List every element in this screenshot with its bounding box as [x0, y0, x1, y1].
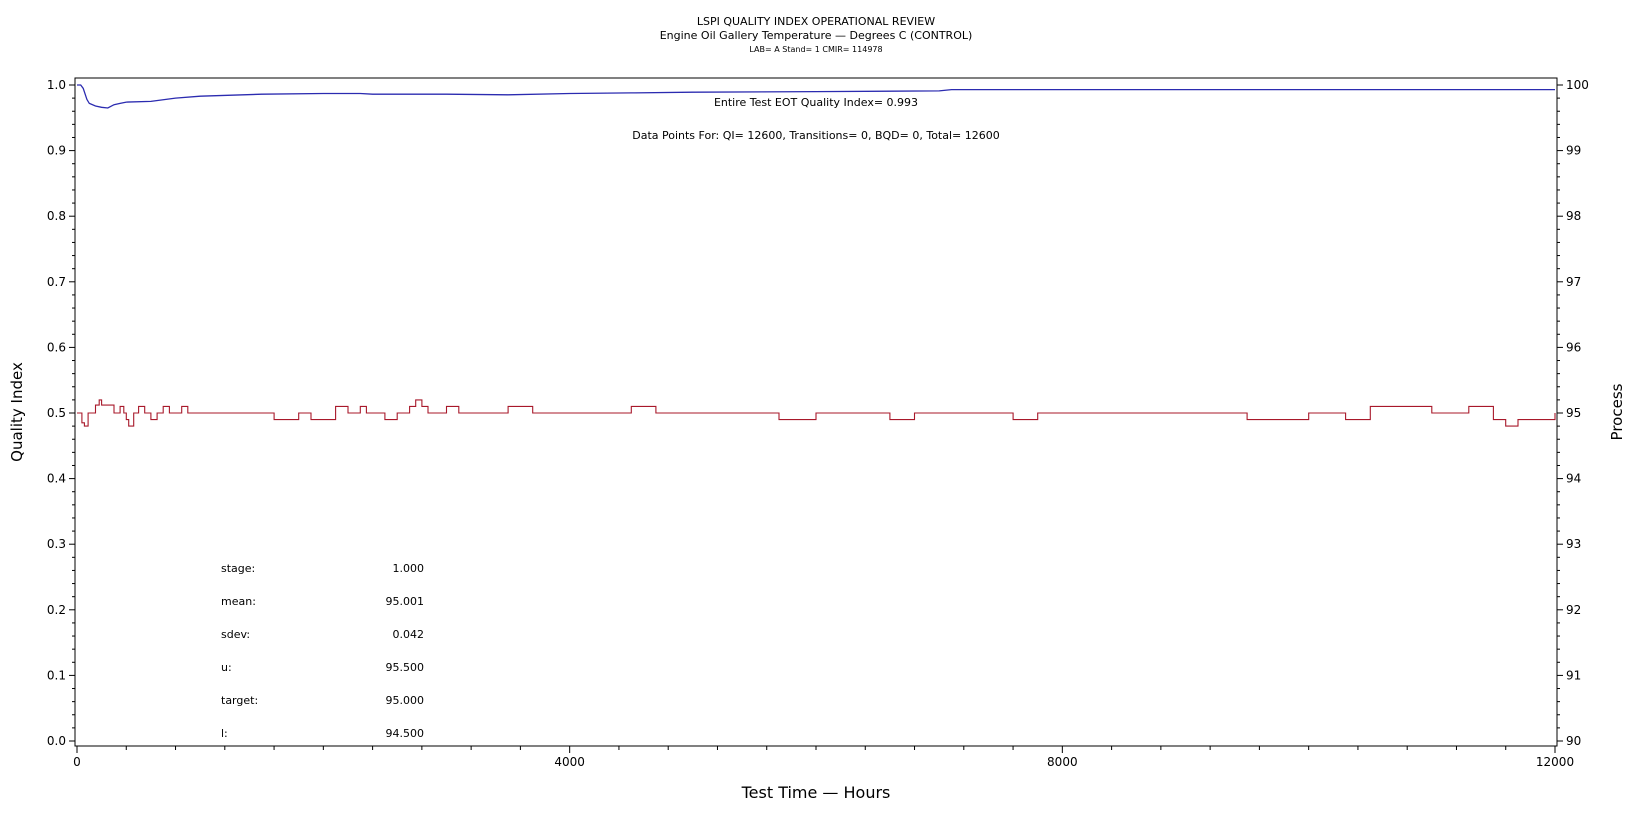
stats-panel: stage: 1.000 mean: 95.001 sdev: 0.042 u:… — [221, 562, 424, 740]
y2-tick-label: 92 — [1566, 603, 1581, 617]
stat-value: 95.001 — [386, 595, 425, 608]
y2-tick-label: 95 — [1566, 406, 1581, 420]
stat-label: l: — [221, 727, 228, 740]
chart-title: LSPI QUALITY INDEX OPERATIONAL REVIEW — [697, 15, 935, 28]
chart-info: LAB= A Stand= 1 CMIR= 114978 — [749, 45, 882, 54]
stat-label: mean: — [221, 595, 256, 608]
stat-label: target: — [221, 694, 258, 707]
y2-tick-label: 94 — [1566, 472, 1581, 486]
y2-tick-label: 93 — [1566, 537, 1581, 551]
x-tick-label: 12000 — [1536, 755, 1574, 769]
y2-tick-label: 98 — [1566, 209, 1581, 223]
y2-tick-label: 96 — [1566, 340, 1581, 354]
y2-axis-label: Process — [1608, 383, 1626, 440]
y2-tick-label: 99 — [1566, 144, 1581, 158]
y-tick-label: 0.4 — [47, 472, 66, 486]
x-tick-label: 0 — [73, 755, 81, 769]
y-tick-label: 0.5 — [47, 406, 66, 420]
right-axis: 90 91 92 93 94 95 96 97 98 99 100 — [1557, 78, 1589, 748]
stat-value: 1.000 — [393, 562, 425, 575]
x-axis-label: Test Time — Hours — [741, 783, 891, 802]
y-tick-label: 1.0 — [47, 78, 66, 92]
left-axis: 0.0 0.1 0.2 0.3 0.4 0.5 0.6 0.7 0.8 0.9 1.0 — [47, 78, 75, 748]
stat-label: stage: — [221, 562, 255, 575]
y2-tick-label: 91 — [1566, 668, 1581, 682]
y-tick-label: 0.8 — [47, 209, 66, 223]
quality-index-series-line — [77, 84, 1555, 109]
process-series-line — [77, 399, 1556, 427]
stat-value: 0.042 — [393, 628, 425, 641]
stat-value: 95.000 — [386, 694, 425, 707]
y-tick-label: 0.2 — [47, 603, 66, 617]
y-tick-label: 0.6 — [47, 340, 66, 354]
stat-label: sdev: — [221, 628, 250, 641]
x-axis: 0 4000 8000 12000 — [73, 746, 1574, 769]
data-points-summary: Data Points For: QI= 12600, Transitions=… — [632, 129, 1000, 142]
y2-tick-label: 97 — [1566, 275, 1581, 289]
plot-frame — [74, 77, 1558, 747]
quality-index-summary: Entire Test EOT Quality Index= 0.993 — [714, 96, 918, 109]
y2-tick-label: 100 — [1566, 78, 1589, 92]
y-tick-label: 0.7 — [47, 275, 66, 289]
stat-value: 94.500 — [386, 727, 425, 740]
x-tick-label: 8000 — [1047, 755, 1078, 769]
y-tick-label: 0.3 — [47, 537, 66, 551]
y-tick-label: 0.1 — [47, 668, 66, 682]
y-tick-label: 0.0 — [47, 734, 66, 748]
chart-subtitle: Engine Oil Gallery Temperature — Degrees… — [660, 29, 973, 42]
stat-label: u: — [221, 661, 232, 674]
y2-tick-label: 90 — [1566, 734, 1581, 748]
x-tick-label: 4000 — [554, 755, 585, 769]
y-axis-label: Quality Index — [8, 362, 26, 462]
y-tick-label: 0.9 — [47, 144, 66, 158]
stat-value: 95.500 — [386, 661, 425, 674]
